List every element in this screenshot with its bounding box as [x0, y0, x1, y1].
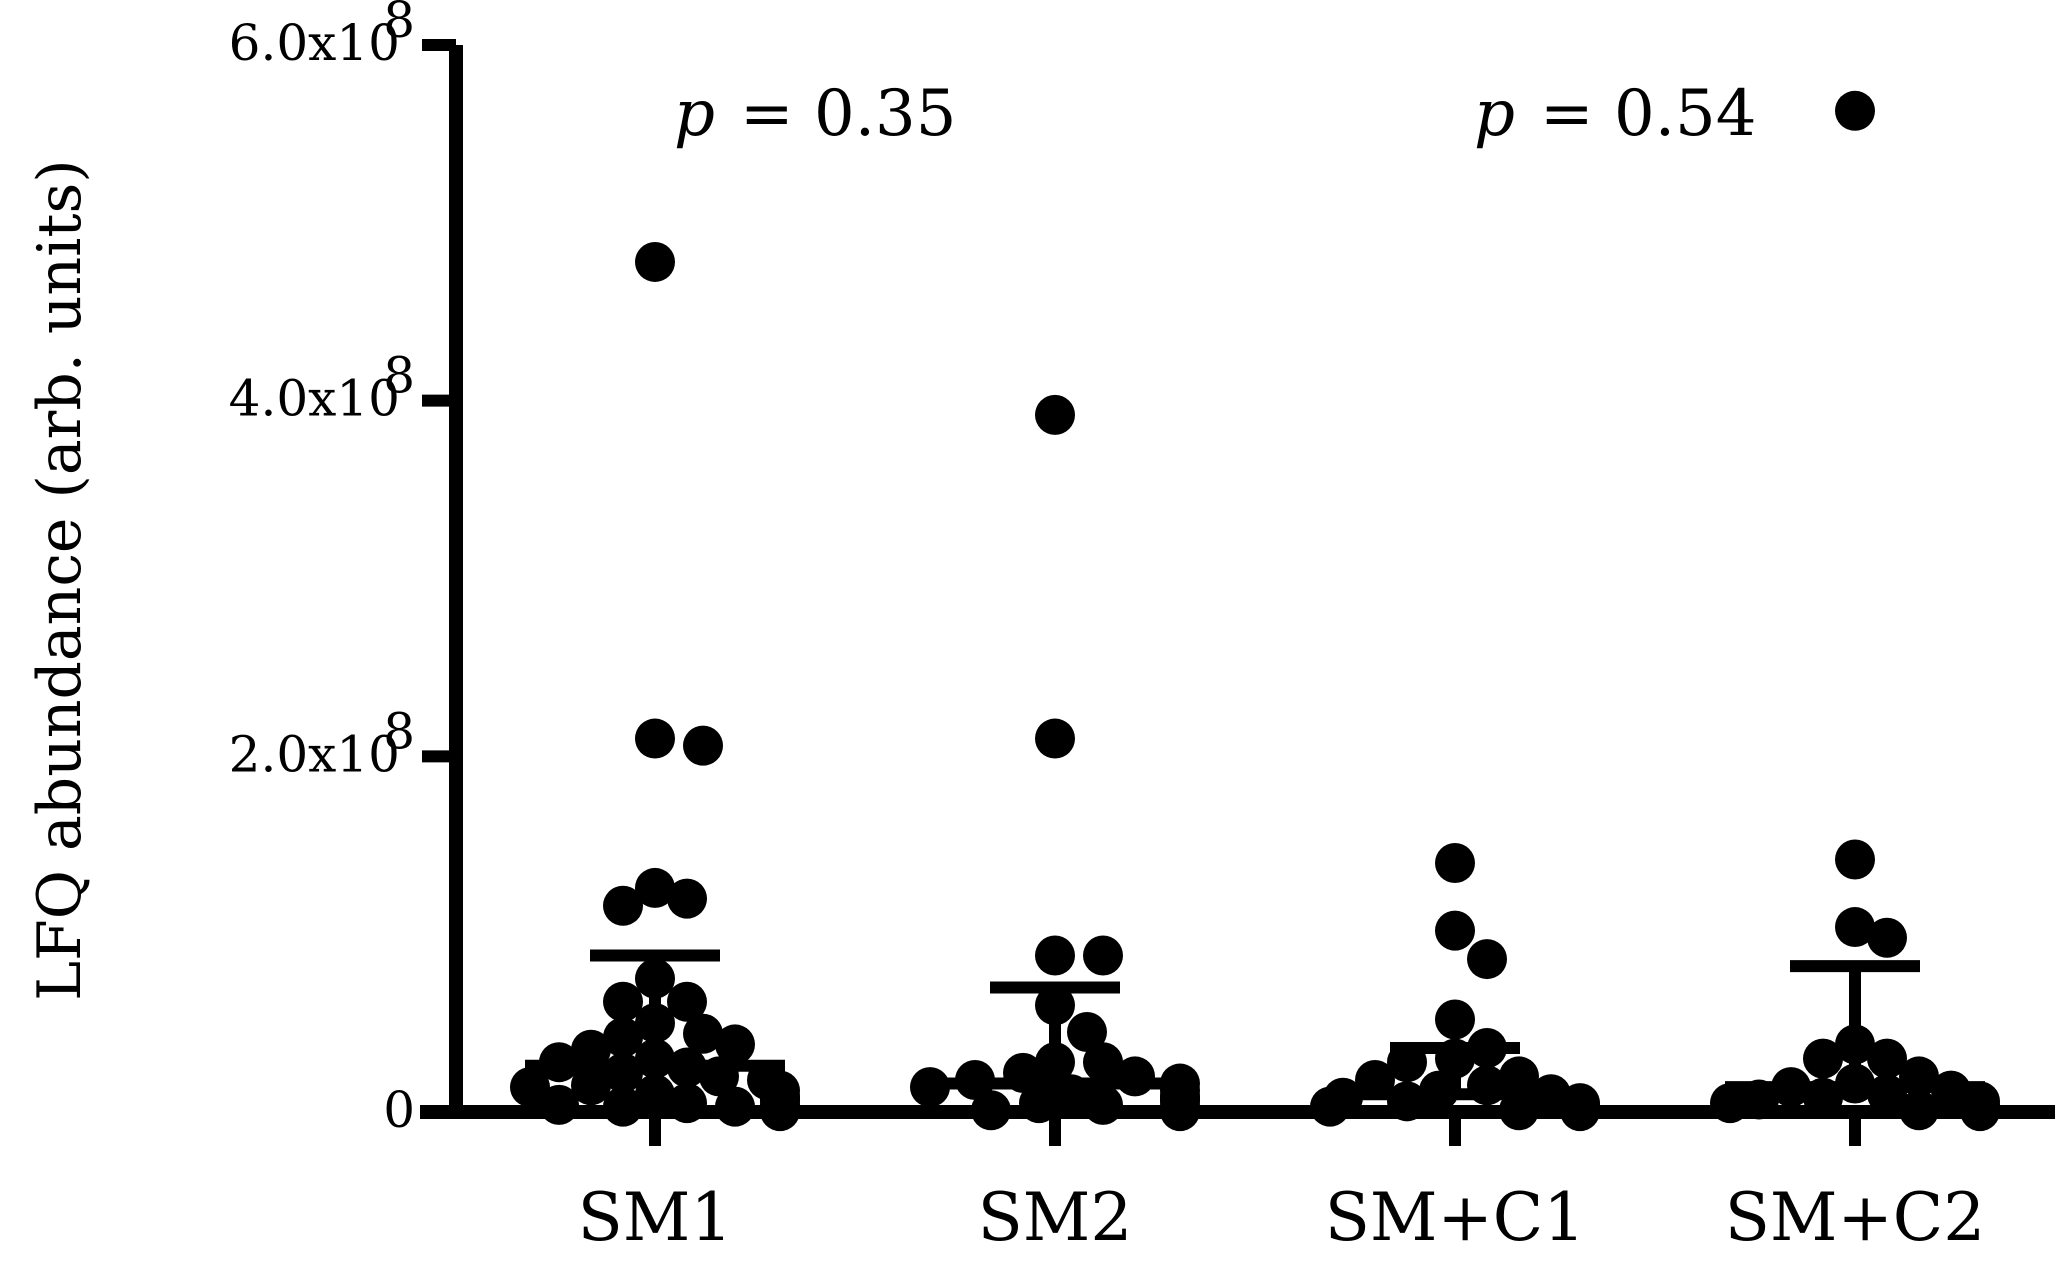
data-point [510, 1067, 550, 1108]
data-point [1467, 1065, 1507, 1106]
data-point [683, 725, 723, 766]
x-tick-label: SM+C2 [1725, 1179, 1986, 1256]
data-point [1115, 1056, 1155, 1097]
data-point [955, 1059, 995, 1100]
data-point [603, 885, 643, 926]
data-point [1435, 910, 1475, 951]
y-tick-exponent: 8 [383, 347, 415, 405]
data-point-layer [510, 90, 2000, 1132]
y-tick-label: 6.0x10 [229, 14, 400, 72]
data-point [635, 718, 675, 759]
data-point [635, 1074, 675, 1115]
data-point [1355, 1059, 1395, 1100]
data-point [1435, 843, 1475, 884]
y-tick-label: 0 [383, 1081, 415, 1139]
data-point [1867, 917, 1907, 958]
data-point [1003, 1052, 1043, 1093]
data-point [1835, 907, 1875, 948]
data-point [635, 867, 675, 908]
x-tick-label-layer: SM1 SM2 SM+C1 SM+C2 [578, 1112, 1986, 1256]
data-point [1035, 718, 1075, 759]
data-point [1435, 1038, 1475, 1079]
data-point [635, 1038, 675, 1079]
data-point [1835, 1024, 1875, 1065]
data-point [1035, 1042, 1075, 1083]
data-point [603, 981, 643, 1022]
data-point [910, 1067, 950, 1108]
data-point [1035, 394, 1075, 435]
y-tick-exponent: 8 [383, 702, 415, 760]
x-tick-label: SM+C1 [1325, 1179, 1586, 1256]
data-point [1835, 839, 1875, 880]
data-point [1835, 1063, 1875, 1104]
data-point [715, 1024, 755, 1065]
data-point [1387, 1042, 1427, 1083]
x-tick-label: SM2 [978, 1179, 1133, 1256]
data-point [1867, 1074, 1907, 1115]
data-point [1499, 1056, 1539, 1097]
data-point [635, 241, 675, 282]
p-symbol: p [674, 77, 715, 151]
data-point [667, 981, 707, 1022]
data-point [571, 1065, 611, 1106]
error-bar-layer [525, 949, 1985, 1101]
data-point [571, 1029, 611, 1070]
y-axis-label: LFQ abundance (arb. units) [25, 159, 95, 1000]
data-point [699, 1056, 739, 1097]
data-point [539, 1042, 579, 1083]
data-point [603, 1017, 643, 1058]
data-point [667, 1047, 707, 1088]
axes-layer [420, 45, 2055, 1119]
data-point [1835, 90, 1875, 131]
data-point [1771, 1067, 1811, 1108]
data-point [635, 958, 675, 999]
data-point [1467, 939, 1507, 980]
annotation-layer: p = 0.35 p = 0.54 [674, 77, 1756, 151]
y-tick-label: 2.0x10 [229, 725, 400, 783]
data-point [1035, 935, 1075, 976]
y-tick-exponent: 8 [383, 0, 415, 49]
x-tick-label: SM1 [578, 1179, 733, 1256]
data-point [603, 1052, 643, 1093]
y-tick-label: 4.0x10 [229, 370, 400, 428]
data-point [1419, 1070, 1459, 1111]
data-point [1803, 1038, 1843, 1079]
data-point [635, 1003, 675, 1044]
p-symbol: p [1474, 77, 1515, 151]
data-point [667, 878, 707, 919]
data-point [1867, 1038, 1907, 1079]
p-value-annotation: = 0.54 [1540, 77, 1756, 151]
data-point [683, 1013, 723, 1054]
p-value-annotation: = 0.35 [740, 77, 956, 151]
data-point [1067, 1011, 1107, 1052]
data-point [1083, 1042, 1123, 1083]
data-point [1899, 1056, 1939, 1097]
data-point [1051, 1074, 1091, 1115]
data-point [1467, 1027, 1507, 1068]
data-point [1035, 985, 1075, 1026]
data-point [1083, 935, 1123, 976]
data-point [1435, 999, 1475, 1040]
